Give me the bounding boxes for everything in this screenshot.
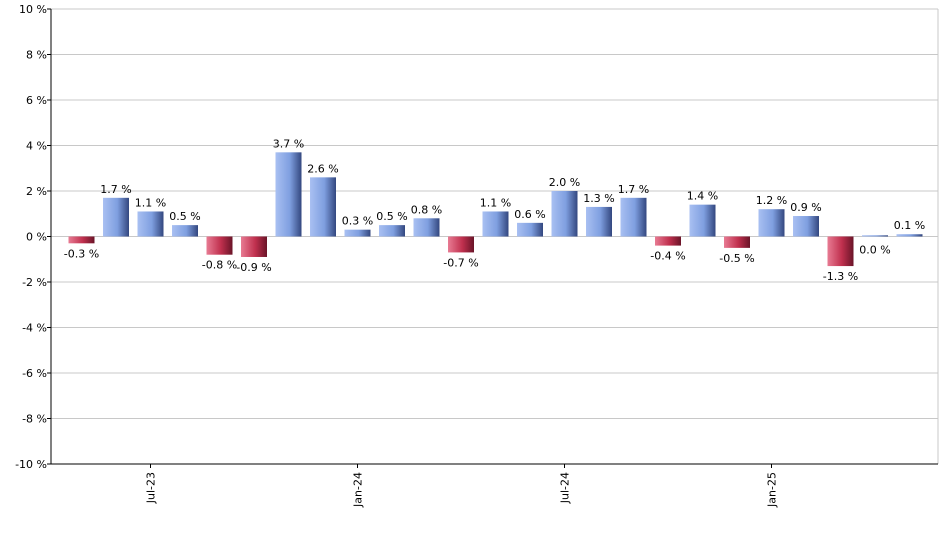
bar bbox=[517, 222, 543, 237]
axes bbox=[47, 8, 938, 468]
data-label: 2.6 % bbox=[307, 162, 338, 175]
bar bbox=[241, 236, 267, 257]
bar bbox=[551, 191, 578, 237]
data-label: 1.2 % bbox=[756, 194, 787, 207]
bars bbox=[68, 152, 923, 267]
data-label: 0.8 % bbox=[411, 203, 442, 216]
bar bbox=[482, 211, 509, 237]
data-label: 1.7 % bbox=[100, 183, 131, 196]
bar bbox=[172, 225, 198, 237]
bar bbox=[310, 177, 336, 237]
bar bbox=[862, 235, 888, 237]
y-tick-label: -4 % bbox=[22, 322, 47, 335]
data-label: 1.7 % bbox=[618, 183, 649, 196]
data-label: 2.0 % bbox=[549, 176, 580, 189]
y-tick-label: 6 % bbox=[26, 94, 47, 107]
y-tick-label: -6 % bbox=[22, 367, 47, 380]
data-label: 0.6 % bbox=[514, 208, 545, 221]
bar bbox=[68, 236, 95, 244]
data-label: -0.4 % bbox=[650, 250, 685, 263]
bar bbox=[137, 211, 164, 237]
bar bbox=[344, 229, 371, 237]
y-tick-label: -2 % bbox=[22, 276, 47, 289]
data-label: 1.1 % bbox=[480, 196, 511, 209]
x-tick-label: Jan-24 bbox=[352, 472, 365, 508]
y-tick-label: 0 % bbox=[26, 231, 47, 244]
data-label: 1.1 % bbox=[135, 196, 166, 209]
data-label: -0.5 % bbox=[719, 252, 754, 265]
data-label: -0.8 % bbox=[202, 259, 237, 272]
data-label: -0.9 % bbox=[236, 261, 271, 274]
bar bbox=[793, 216, 819, 237]
y-tick-label: 2 % bbox=[26, 185, 47, 198]
y-tick-label: -10 % bbox=[15, 458, 47, 471]
data-label: 0.1 % bbox=[894, 219, 925, 232]
y-tick-label: 10 % bbox=[19, 3, 47, 16]
data-label: -0.3 % bbox=[64, 247, 99, 260]
y-tick-label: 4 % bbox=[26, 140, 47, 153]
bar bbox=[206, 236, 233, 255]
bar bbox=[275, 152, 302, 237]
bar bbox=[758, 209, 785, 237]
data-label: 3.7 % bbox=[273, 137, 304, 150]
y-axis-tick-labels: 10 % 8 % 6 % 4 % 2 % 0 % -2 % -4 % -6 % -8 % -10 % bbox=[15, 3, 47, 471]
data-label: -0.7 % bbox=[443, 256, 478, 269]
data-label: 0.3 % bbox=[342, 215, 373, 228]
bar bbox=[724, 236, 750, 248]
data-label: 0.5 % bbox=[376, 210, 407, 223]
bar bbox=[827, 236, 854, 267]
data-labels: -0.3 %1.7 %1.1 %0.5 %-0.8 % -0.9 %3.7 %2.… bbox=[64, 137, 925, 283]
bar bbox=[413, 218, 440, 237]
bar bbox=[620, 197, 647, 237]
data-label: 0.5 % bbox=[169, 210, 200, 223]
data-label: 0.9 % bbox=[790, 201, 821, 214]
x-tick-label: Jul-24 bbox=[559, 472, 572, 504]
y-tick-label: -8 % bbox=[22, 413, 47, 426]
bar bbox=[448, 236, 474, 253]
x-tick-label: Jul-23 bbox=[145, 472, 158, 504]
x-tick-label: Jan-25 bbox=[766, 472, 779, 508]
data-label: -1.3 % bbox=[823, 270, 858, 283]
data-label: 0.0 % bbox=[859, 244, 890, 257]
bar bbox=[689, 204, 716, 237]
x-axis-tick-labels: Jul-23 Jan-24 Jul-24 Jan-25 bbox=[145, 472, 779, 508]
data-label: 1.3 % bbox=[583, 192, 614, 205]
bar bbox=[103, 197, 129, 237]
data-label: 1.4 % bbox=[687, 190, 718, 203]
bar bbox=[586, 206, 612, 237]
bar bbox=[655, 236, 681, 246]
y-tick-label: 8 % bbox=[26, 49, 47, 62]
bar bbox=[896, 234, 923, 237]
bar bbox=[379, 225, 405, 237]
